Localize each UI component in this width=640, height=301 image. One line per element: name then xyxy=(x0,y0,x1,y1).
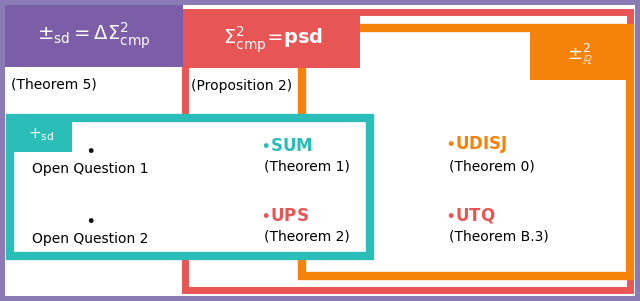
Text: (Theorem B.3): (Theorem B.3) xyxy=(449,229,548,243)
Bar xyxy=(302,28,630,276)
Text: $+_{\mathrm{sd}}$: $+_{\mathrm{sd}}$ xyxy=(28,127,54,143)
Text: (Theorem 5): (Theorem 5) xyxy=(11,78,97,92)
Text: $\bullet$: $\bullet$ xyxy=(85,140,95,158)
Text: (Theorem 2): (Theorem 2) xyxy=(264,229,349,243)
Text: $\pm_{\mathrm{sd}} = \Delta\Sigma^{2}_{\mathrm{cmp}}$: $\pm_{\mathrm{sd}} = \Delta\Sigma^{2}_{\… xyxy=(37,21,150,51)
Bar xyxy=(10,118,72,152)
Text: $\Sigma^{2}_{\mathrm{cmp}}\!=\!\mathbf{psd}$: $\Sigma^{2}_{\mathrm{cmp}}\!=\!\mathbf{p… xyxy=(223,25,323,55)
Bar xyxy=(5,5,183,67)
Bar xyxy=(530,28,630,80)
Text: (Theorem 1): (Theorem 1) xyxy=(264,159,350,173)
Bar xyxy=(185,12,360,68)
Text: Open Question 2: Open Question 2 xyxy=(32,232,148,246)
Bar xyxy=(185,12,630,290)
Bar xyxy=(10,118,370,256)
Text: (Theorem 0): (Theorem 0) xyxy=(449,159,535,173)
Text: $\bullet$UPS: $\bullet$UPS xyxy=(260,207,309,225)
Text: $\bullet$: $\bullet$ xyxy=(85,210,95,228)
Text: $\bullet$UDISJ: $\bullet$UDISJ xyxy=(445,134,508,155)
Text: $\pm^{2}_{\mathbb{R}}$: $\pm^{2}_{\mathbb{R}}$ xyxy=(567,42,593,67)
Text: Open Question 1: Open Question 1 xyxy=(32,162,148,176)
Text: (Proposition 2): (Proposition 2) xyxy=(191,79,292,93)
Text: $\bullet$SUM: $\bullet$SUM xyxy=(260,137,313,155)
Text: $\bullet$UTQ: $\bullet$UTQ xyxy=(445,206,495,225)
